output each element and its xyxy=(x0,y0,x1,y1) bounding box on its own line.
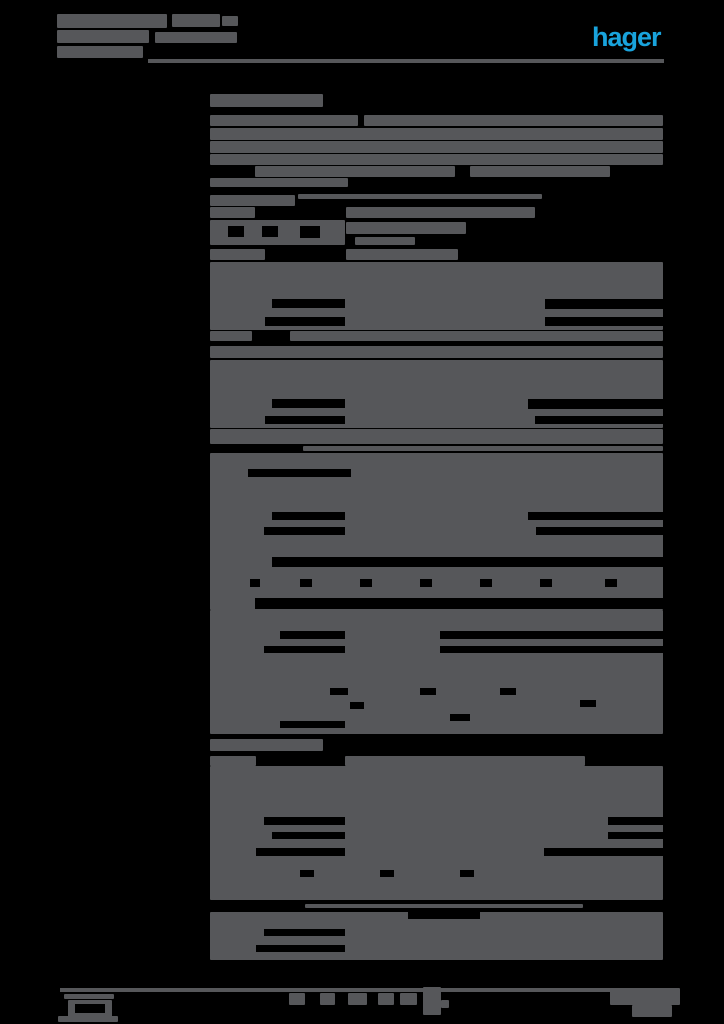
text-gap xyxy=(380,870,394,877)
text-gap xyxy=(580,700,596,707)
header-title-text-bar xyxy=(57,14,167,28)
footer-rule xyxy=(60,988,664,992)
text-gap xyxy=(528,399,663,409)
redacted-text-bar xyxy=(298,194,542,199)
text-gap xyxy=(228,226,244,237)
redacted-text-bar xyxy=(346,222,466,234)
header-title-text-bar xyxy=(57,30,149,43)
redacted-text-bar xyxy=(210,739,323,751)
text-gap xyxy=(272,512,345,520)
redacted-text-bar xyxy=(210,207,255,218)
redacted-text-bar xyxy=(364,115,663,126)
text-gap xyxy=(280,631,345,639)
text-gap xyxy=(440,646,663,653)
header-title-text-bar xyxy=(57,46,143,58)
certification-mark-icon xyxy=(320,993,335,1005)
redacted-text-bar xyxy=(210,331,252,341)
certification-mark-icon xyxy=(348,993,367,1005)
text-gap xyxy=(608,817,664,825)
header-title-text-bar xyxy=(222,16,238,26)
header-title-text-bar xyxy=(155,32,237,43)
text-gap xyxy=(350,702,364,709)
text-gap xyxy=(256,945,345,952)
text-gap xyxy=(272,832,345,839)
redacted-text-bar xyxy=(355,237,415,245)
text-gap xyxy=(500,688,516,695)
weee-bin-icon xyxy=(64,994,114,999)
text-gap xyxy=(264,646,345,653)
redacted-text-bar xyxy=(290,331,663,341)
section-heading-bar xyxy=(210,94,323,107)
text-gap xyxy=(535,416,663,424)
text-gap xyxy=(300,579,312,587)
header-rule xyxy=(148,59,664,63)
footer-reference-box xyxy=(610,988,680,1005)
text-gap xyxy=(540,579,552,587)
redacted-text-bar xyxy=(210,756,256,766)
text-gap xyxy=(450,714,470,721)
certification-mark-icon xyxy=(441,1000,449,1008)
header-title-text-bar xyxy=(172,14,220,27)
text-gap xyxy=(420,688,436,695)
redacted-text-bar xyxy=(470,166,610,177)
redacted-text-bar xyxy=(210,178,348,187)
text-gap xyxy=(272,299,345,308)
redacted-text-bar xyxy=(210,610,663,734)
text-gap xyxy=(528,512,665,520)
redacted-text-bar xyxy=(210,195,295,206)
redacted-text-bar xyxy=(210,429,663,444)
certification-mark-icon xyxy=(423,987,441,1015)
certification-mark-icon xyxy=(289,993,305,1005)
text-gap xyxy=(264,817,345,825)
text-gap xyxy=(440,631,663,639)
text-gap xyxy=(605,579,617,587)
redacted-text-bar xyxy=(210,128,663,140)
text-gap xyxy=(330,688,348,695)
text-gap xyxy=(300,870,314,877)
text-gap xyxy=(408,912,480,919)
text-gap xyxy=(545,299,663,309)
redacted-text-bar xyxy=(346,249,458,260)
certification-mark-icon xyxy=(400,993,417,1005)
text-gap xyxy=(264,929,345,936)
redacted-text-bar xyxy=(255,166,455,177)
text-gap xyxy=(545,317,663,326)
text-gap xyxy=(265,416,345,424)
text-gap xyxy=(480,579,492,587)
redacted-text-bar xyxy=(303,446,663,451)
redacted-text-bar xyxy=(345,756,585,766)
redacted-text-bar xyxy=(210,912,663,960)
redacted-text-bar xyxy=(346,207,535,218)
weee-bin-icon xyxy=(58,1016,118,1022)
redacted-text-bar xyxy=(210,115,358,126)
text-gap xyxy=(262,226,278,237)
text-gap xyxy=(280,721,345,728)
redacted-text-bar xyxy=(210,249,265,260)
text-gap xyxy=(272,557,663,567)
text-gap xyxy=(544,848,664,856)
text-gap xyxy=(272,399,345,408)
text-gap xyxy=(536,527,665,535)
weee-bin-icon-gap xyxy=(75,1004,105,1013)
text-gap xyxy=(265,317,345,326)
text-gap xyxy=(255,598,663,609)
redacted-text-bar xyxy=(210,141,663,153)
certification-mark-icon xyxy=(378,993,394,1005)
footer-reference-box xyxy=(632,1005,672,1017)
hager-logo: hager xyxy=(592,22,662,52)
text-gap xyxy=(256,848,345,856)
text-gap xyxy=(264,527,345,535)
text-gap xyxy=(608,832,664,839)
text-gap xyxy=(460,870,474,877)
text-gap xyxy=(248,469,351,477)
text-gap xyxy=(360,579,372,587)
redacted-text-bar xyxy=(305,904,583,908)
text-gap xyxy=(300,226,320,238)
redacted-text-bar xyxy=(210,346,663,358)
text-gap xyxy=(250,579,260,587)
text-gap xyxy=(420,579,432,587)
redacted-text-bar xyxy=(210,154,663,165)
